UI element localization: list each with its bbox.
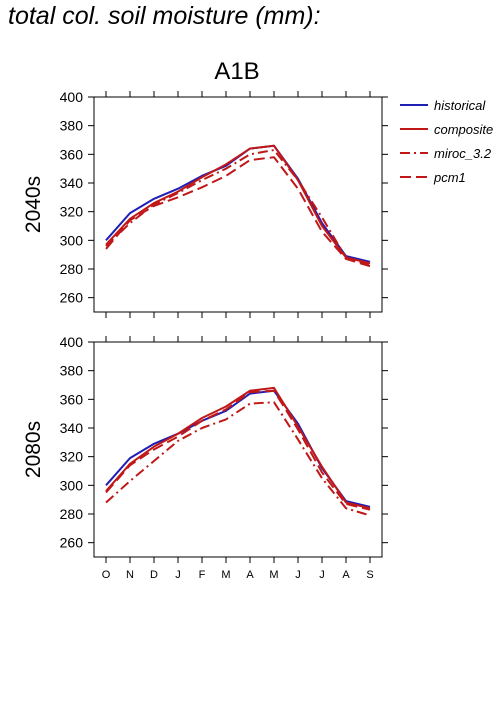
legend-label-pcm1: pcm1 <box>433 170 466 185</box>
x-tick-label: M <box>221 569 230 581</box>
panel-ylabel: 2040s <box>22 176 45 233</box>
series-line-composite <box>105 144 371 265</box>
x-tick-label: N <box>126 569 134 581</box>
series-line-miroc_3.2 <box>105 401 371 517</box>
y-tick-label: 320 <box>60 449 84 465</box>
x-tick-label: M <box>269 569 278 581</box>
chart-title: A1B <box>214 58 259 85</box>
y-tick-label: 280 <box>60 506 84 522</box>
y-tick-label: 400 <box>60 89 84 105</box>
y-tick-label: 320 <box>60 204 84 220</box>
y-tick-label: 360 <box>60 391 84 407</box>
x-tick-label: D <box>150 569 158 581</box>
x-tick-label: J <box>319 569 325 581</box>
series-line-pcm1 <box>105 389 371 511</box>
x-tick-label: A <box>342 569 350 581</box>
series-line-pcm1 <box>105 156 371 268</box>
plot-frame <box>93 96 383 313</box>
legend-label-historical: historical <box>434 98 486 113</box>
x-tick-label: A <box>246 569 254 581</box>
y-tick-label: 340 <box>60 175 84 191</box>
panel-ylabel: 2080s <box>22 421 45 478</box>
x-tick-label: J <box>175 569 181 581</box>
page-title: total col. soil moisture (mm): <box>8 2 321 30</box>
y-tick-label: 300 <box>60 232 84 248</box>
legend-label-miroc_3.2: miroc_3.2 <box>434 146 492 161</box>
plot-frame <box>93 341 383 558</box>
legend-label-composite: composite <box>434 122 493 137</box>
series-line-historical <box>105 144 371 263</box>
y-tick-label: 400 <box>60 334 84 350</box>
y-tick-label: 380 <box>60 118 84 134</box>
y-tick-label: 300 <box>60 477 84 493</box>
y-tick-label: 360 <box>60 146 84 162</box>
x-tick-label: F <box>199 569 206 581</box>
x-tick-label: S <box>366 569 373 581</box>
x-tick-label: O <box>102 569 111 581</box>
y-tick-label: 280 <box>60 261 84 277</box>
panel-2040s: 260 280 300 320 340 360 380 400 2040s <box>22 89 388 318</box>
series-line-composite <box>105 386 371 510</box>
panel-2080s: 260 280 300 320 340 360 380 400 O N D J F M A M J J A S 2080… <box>22 334 388 581</box>
y-tick-label: 380 <box>60 363 84 379</box>
y-tick-label: 260 <box>60 535 84 551</box>
legend: historical composite miroc_3.2 pcm1 <box>400 98 493 185</box>
y-tick-label: 340 <box>60 420 84 436</box>
y-tick-label: 260 <box>60 290 84 306</box>
series-line-miroc_3.2 <box>105 149 371 266</box>
x-tick-label: J <box>295 569 301 581</box>
